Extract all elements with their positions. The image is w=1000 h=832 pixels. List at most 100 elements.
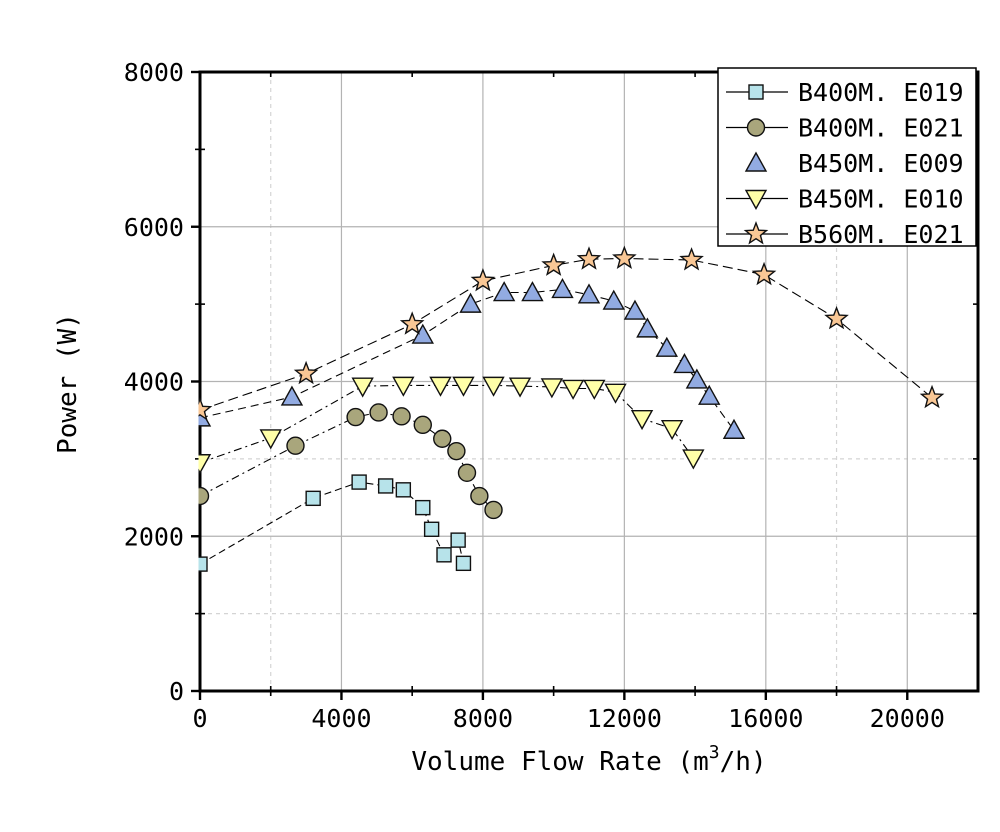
b400m-e021-marker bbox=[346, 407, 365, 427]
b450m-e010-marker bbox=[392, 376, 415, 397]
b560m-e021-marker bbox=[919, 384, 945, 409]
b450m-e009-marker bbox=[685, 368, 709, 389]
legend-item-b560m-e021: B560M. E021 bbox=[726, 220, 964, 249]
b400m-e019-legend-marker bbox=[748, 84, 764, 100]
b400m-e021-marker bbox=[484, 500, 503, 520]
legend-item-b400m-e019: B400M. E019 bbox=[726, 78, 964, 107]
legend: B400M. E019 B400M. E021 B450M. E009 B450M. … bbox=[717, 67, 977, 249]
b450m-e010-marker bbox=[660, 419, 684, 441]
x-tick-label: 16000 bbox=[728, 704, 803, 733]
legend-label: B400M. E019 bbox=[798, 78, 964, 107]
chart-canvas: 0 4000 8000 12000 16000 20000 0 2000 4000 6000 800… bbox=[53, 58, 980, 777]
b560m-e021-marker bbox=[293, 360, 319, 385]
b450m-e009-marker bbox=[492, 281, 516, 302]
b400m-e019-marker bbox=[377, 478, 394, 494]
b450m-e009-marker bbox=[459, 292, 482, 313]
legend-label: B450M. E010 bbox=[798, 185, 964, 214]
series-b450m-e009 bbox=[198, 277, 746, 439]
series-b560m-e021 bbox=[198, 245, 945, 421]
y-tick-label: 6000 bbox=[124, 213, 184, 242]
b450m-e009-marker bbox=[411, 323, 434, 344]
b450m-e009-marker bbox=[602, 289, 625, 310]
power-vs-flow-chart: 0 4000 8000 12000 16000 20000 0 2000 4000 6000 800… bbox=[40, 16, 1000, 816]
b560m-e021-marker bbox=[612, 245, 637, 269]
b400m-e019-marker bbox=[198, 556, 208, 572]
b450m-e009-marker bbox=[636, 317, 659, 338]
series-b450m-e010 bbox=[198, 376, 705, 475]
b400m-e019-marker bbox=[436, 547, 452, 563]
y-axis-title: Power (W) bbox=[53, 313, 83, 454]
b560m-e021-marker bbox=[679, 247, 704, 271]
b560m-e021-marker bbox=[198, 397, 213, 421]
b400m-e021-marker bbox=[457, 463, 477, 483]
legend-label: B450M. E009 bbox=[798, 149, 964, 178]
b560m-e021-marker bbox=[824, 305, 849, 330]
x-tick-label: 8000 bbox=[453, 704, 513, 733]
x-tick-label: 20000 bbox=[870, 704, 945, 733]
b450m-e010-marker bbox=[429, 376, 452, 397]
series-b400m-e021 bbox=[198, 403, 503, 520]
b560m-e021-legend-marker bbox=[743, 221, 769, 245]
b450m-e010-marker bbox=[540, 378, 564, 399]
tick-labels: 0 4000 8000 12000 16000 20000 0 2000 4000 6000 800… bbox=[124, 58, 945, 733]
legend-item-b450m-e009: B450M. E009 bbox=[744, 149, 964, 178]
b400m-e019-marker bbox=[305, 490, 321, 507]
b450m-e010-marker bbox=[508, 377, 532, 398]
b400m-e019-marker bbox=[450, 532, 466, 548]
x-tick-label: 12000 bbox=[587, 704, 662, 733]
b450m-e010-marker bbox=[482, 376, 505, 397]
b400m-e021-marker bbox=[433, 429, 452, 448]
b450m-e010-marker bbox=[259, 429, 282, 450]
b560m-e021-marker bbox=[751, 261, 777, 286]
legend-label: B400M. E021 bbox=[798, 114, 964, 143]
b450m-e009-marker bbox=[623, 299, 647, 320]
b400m-e021-marker bbox=[447, 441, 466, 461]
b450m-e009-legend-marker bbox=[744, 151, 768, 172]
b450m-e009-marker bbox=[722, 418, 746, 439]
x-tick-label: 4000 bbox=[311, 704, 371, 733]
b450m-e010-marker bbox=[452, 376, 475, 397]
b450m-e009-marker bbox=[698, 384, 721, 405]
b450m-e010-marker bbox=[351, 377, 374, 398]
b450m-e009-marker bbox=[673, 353, 696, 374]
b450m-e010-marker bbox=[630, 409, 654, 431]
b560m-e021-marker bbox=[541, 252, 566, 276]
axis-frame bbox=[198, 70, 980, 693]
x-axis-title: Volume Flow Rate (m3/h) bbox=[411, 742, 766, 777]
b400m-e021-marker bbox=[198, 486, 210, 506]
b400m-e021-marker bbox=[392, 407, 411, 426]
b450m-e009-marker bbox=[655, 336, 678, 357]
b560m-e021-line bbox=[199, 257, 933, 411]
b560m-e021-marker bbox=[470, 267, 496, 292]
series-b400m-e019 bbox=[198, 474, 472, 572]
b450m-e009-marker bbox=[551, 277, 574, 299]
b400m-e021-marker bbox=[470, 486, 489, 506]
legend-item-b450m-e010: B450M. E010 bbox=[726, 185, 964, 214]
b450m-e010-marker bbox=[604, 383, 627, 404]
b450m-e010-legend-marker bbox=[744, 189, 768, 210]
b400m-e021-marker bbox=[369, 403, 388, 422]
y-tick-label: 8000 bbox=[124, 58, 184, 87]
b450m-e010-line bbox=[199, 384, 694, 464]
legend-item-b400m-e021: B400M. E021 bbox=[726, 114, 964, 143]
b450m-e010-marker bbox=[682, 449, 705, 470]
b400m-e019-marker bbox=[395, 482, 412, 498]
b400m-e021-legend-marker bbox=[746, 118, 766, 137]
b450m-e010-marker bbox=[583, 379, 606, 400]
b400m-e019-marker bbox=[455, 555, 472, 572]
y-tick-label: 2000 bbox=[124, 522, 184, 551]
b400m-e021-marker bbox=[413, 415, 432, 435]
b560m-e021-marker bbox=[576, 246, 602, 270]
b560m-e021-marker bbox=[399, 311, 425, 335]
b450m-e009-marker bbox=[577, 283, 601, 304]
b450m-e009-marker bbox=[280, 385, 304, 406]
b450m-e010-marker bbox=[561, 379, 585, 400]
y-tick-label: 4000 bbox=[124, 368, 184, 397]
x-tick-label: 0 bbox=[192, 704, 207, 733]
b400m-e019-marker bbox=[351, 474, 367, 490]
b400m-e019-marker bbox=[415, 499, 431, 516]
b450m-e009-marker bbox=[521, 281, 544, 302]
b450m-e010-marker bbox=[198, 454, 212, 475]
y-tick-label: 0 bbox=[169, 677, 184, 706]
b400m-e021-line bbox=[199, 411, 494, 511]
